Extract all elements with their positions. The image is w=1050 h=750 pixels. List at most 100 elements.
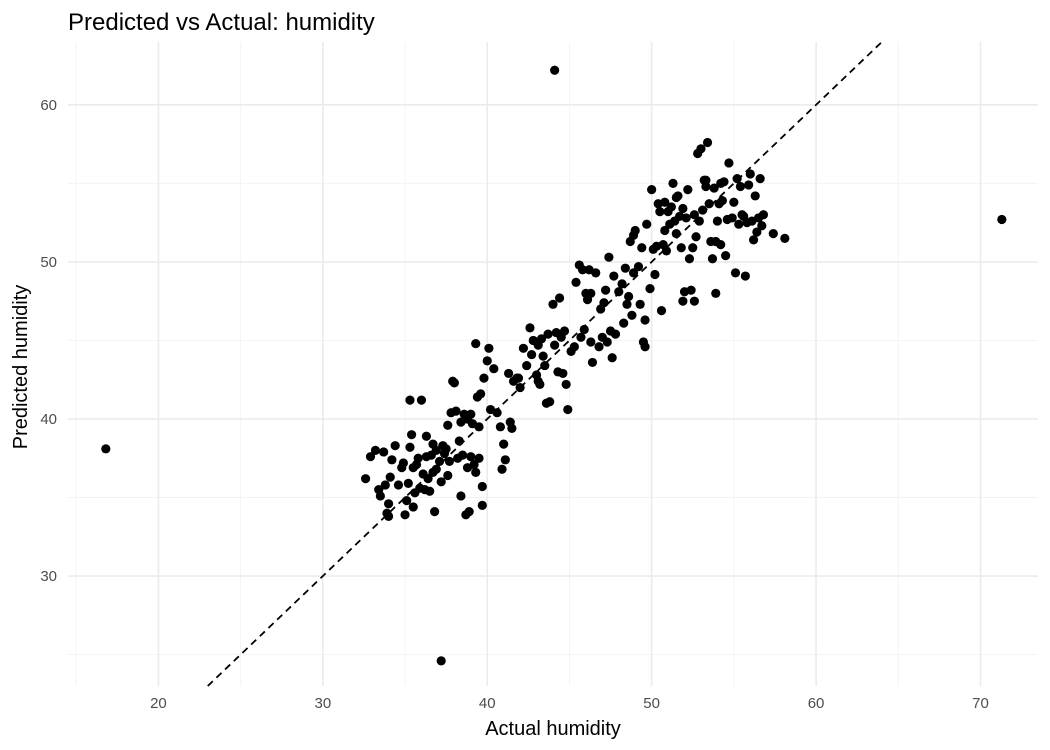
- data-point: [405, 395, 415, 405]
- data-point: [405, 442, 415, 452]
- data-point: [477, 500, 487, 510]
- data-point: [513, 373, 524, 383]
- data-point: [604, 252, 614, 262]
- data-point: [416, 395, 427, 405]
- data-point: [666, 202, 676, 212]
- data-point: [768, 229, 778, 239]
- data-point: [748, 235, 759, 245]
- data-point: [757, 221, 767, 231]
- data-point: [620, 263, 630, 273]
- x-axis-title: Actual humidity: [485, 718, 621, 740]
- data-point: [407, 430, 417, 440]
- data-point: [569, 342, 579, 352]
- data-point: [476, 389, 486, 399]
- data-point: [607, 353, 617, 363]
- data-point: [479, 373, 489, 383]
- data-point: [464, 507, 474, 517]
- data-point: [379, 447, 389, 457]
- data-point: [554, 293, 565, 303]
- data-point: [441, 444, 451, 454]
- data-point: [744, 180, 754, 190]
- data-point: [454, 436, 464, 446]
- data-point: [436, 656, 446, 666]
- y-tick-label: 30: [40, 568, 57, 585]
- x-tick-label: 50: [643, 695, 660, 712]
- data-point: [727, 213, 737, 223]
- data-point: [745, 169, 755, 179]
- data-point: [655, 207, 665, 217]
- x-tick-label: 20: [150, 695, 167, 712]
- data-point: [579, 324, 589, 335]
- data-point: [648, 244, 658, 254]
- data-point: [707, 254, 718, 264]
- data-point: [732, 174, 742, 184]
- data-point: [456, 417, 466, 427]
- data-point: [642, 219, 652, 229]
- data-point: [525, 323, 535, 333]
- data-point: [471, 467, 481, 477]
- data-point: [383, 499, 394, 509]
- data-point: [628, 230, 639, 240]
- data-point: [610, 329, 621, 339]
- data-point: [499, 439, 509, 449]
- data-point: [696, 144, 706, 154]
- data-point: [380, 480, 390, 490]
- data-point: [689, 210, 699, 220]
- x-tick-label: 30: [314, 695, 331, 712]
- data-point: [495, 422, 505, 432]
- data-point: [535, 379, 545, 390]
- data-point: [360, 474, 371, 484]
- data-point: [716, 240, 726, 250]
- data-point: [550, 340, 560, 350]
- data-point: [686, 285, 696, 295]
- data-point: [688, 243, 698, 253]
- data-point: [403, 478, 413, 488]
- data-point: [393, 480, 404, 490]
- data-point: [561, 379, 571, 390]
- data-point: [558, 368, 568, 379]
- data-point: [721, 251, 731, 261]
- data-point: [698, 205, 708, 215]
- data-point: [482, 356, 492, 366]
- data-point: [650, 269, 660, 280]
- data-point: [443, 420, 453, 430]
- y-tick-label: 50: [40, 254, 57, 271]
- data-point: [735, 181, 746, 192]
- data-point: [101, 444, 111, 454]
- data-point: [451, 406, 461, 416]
- data-point: [485, 404, 496, 415]
- data-point: [617, 279, 627, 289]
- data-point: [691, 232, 701, 242]
- x-tick-label: 60: [808, 695, 825, 712]
- data-point: [678, 296, 688, 306]
- points: [101, 65, 1007, 666]
- data-point: [504, 368, 514, 379]
- data-point: [413, 453, 423, 463]
- data-point: [387, 455, 397, 465]
- data-point: [586, 288, 596, 298]
- data-point: [619, 318, 629, 328]
- data-point: [400, 510, 410, 520]
- data-point: [533, 340, 543, 350]
- data-point: [730, 268, 741, 278]
- data-point: [365, 452, 376, 462]
- data-point: [602, 337, 612, 347]
- data-point: [436, 477, 446, 487]
- y-axis-ticks: 30 40 50 60: [40, 97, 57, 585]
- data-point: [661, 246, 672, 256]
- data-point: [545, 397, 555, 407]
- data-point: [668, 178, 678, 188]
- data-point: [694, 216, 704, 226]
- data-point: [671, 229, 681, 239]
- data-point: [538, 351, 548, 361]
- data-point: [635, 299, 645, 309]
- data-point: [717, 196, 727, 206]
- data-point: [729, 197, 739, 207]
- data-point: [434, 456, 445, 466]
- data-point: [522, 360, 532, 371]
- data-point: [755, 174, 765, 184]
- data-point: [711, 288, 721, 298]
- x-axis-ticks: 20 30 40 50 60 70: [150, 695, 989, 712]
- data-point: [497, 464, 507, 474]
- x-tick-label: 40: [479, 695, 496, 712]
